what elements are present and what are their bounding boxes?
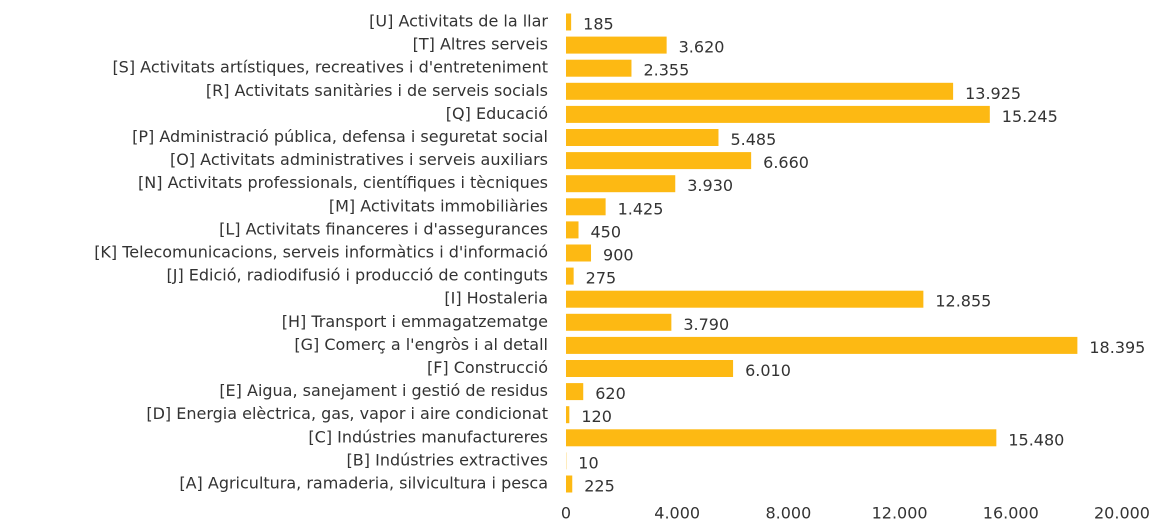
- bar: [566, 406, 570, 424]
- data-label: 1.425: [618, 199, 664, 218]
- bar: [566, 152, 752, 170]
- data-label: 3.930: [687, 176, 733, 195]
- data-label: 18.395: [1089, 338, 1145, 357]
- y-tick-label: [G] Comerç a l'engròs i al detall: [294, 335, 548, 354]
- data-label: 15.480: [1008, 430, 1064, 449]
- x-tick-label: 8.000: [765, 504, 811, 523]
- bar: [566, 198, 606, 216]
- y-tick-label: [D] Energia elèctrica, gas, vapor i aire…: [146, 404, 548, 423]
- data-label: 6.660: [763, 153, 809, 172]
- data-label: 6.010: [745, 361, 791, 380]
- x-tick-label: 20.000: [1094, 504, 1150, 523]
- data-label: 3.790: [683, 315, 729, 334]
- y-tick-label: [L] Activitats financeres i d'asseguranc…: [219, 219, 548, 238]
- y-tick-label: [A] Agricultura, ramaderia, silvicultura…: [179, 474, 548, 493]
- bar: [566, 336, 1078, 354]
- data-label: 3.620: [679, 38, 725, 57]
- y-tick-label: [P] Administració pública, defensa i seg…: [132, 127, 548, 146]
- data-label: 2.355: [643, 61, 689, 80]
- y-tick-label: [J] Edició, radiodifusió i producció de …: [167, 266, 549, 285]
- bar: [566, 36, 667, 54]
- bar: [566, 221, 579, 239]
- data-label: 185: [583, 15, 614, 34]
- bar: [566, 267, 574, 285]
- bar: [566, 475, 573, 493]
- y-tick-label: [F] Construcció: [427, 358, 548, 377]
- data-label: 450: [591, 222, 622, 241]
- data-label: 120: [581, 407, 612, 426]
- data-label: 225: [584, 477, 615, 496]
- y-tick-label: [B] Indústries extractives: [347, 450, 548, 469]
- y-tick-label: [N] Activitats professionals, científiqu…: [138, 173, 548, 192]
- data-label: 275: [586, 269, 617, 288]
- data-label: 12.855: [935, 292, 991, 311]
- y-tick-label: [Q] Educació: [446, 104, 548, 123]
- data-label: 15.245: [1002, 107, 1058, 126]
- y-tick-label: [E] Aigua, sanejament i gestió de residu…: [219, 381, 548, 400]
- bar: [566, 383, 584, 401]
- bar: [566, 105, 990, 123]
- data-label: 620: [595, 384, 626, 403]
- x-tick-label: 12.000: [872, 504, 928, 523]
- data-label: 5.485: [730, 130, 776, 149]
- y-tick-label: [M] Activitats immobiliàries: [329, 196, 548, 215]
- data-label: 13.925: [965, 84, 1021, 103]
- bar: [566, 313, 672, 331]
- bar: [566, 59, 632, 77]
- bar: [566, 429, 997, 447]
- bar: [566, 129, 719, 146]
- y-tick-label: [R] Activitats sanitàries i de serveis s…: [206, 81, 548, 100]
- bar: [566, 244, 592, 262]
- y-tick-label: [K] Telecomunicacions, serveis informàti…: [94, 243, 548, 262]
- bar: [566, 360, 734, 377]
- bar: [566, 82, 954, 100]
- y-tick-label: [H] Transport i emmagatzematge: [282, 312, 548, 331]
- y-tick-label: [O] Activitats administratives i serveis…: [170, 150, 548, 169]
- bar: [566, 13, 572, 31]
- bar: [566, 290, 924, 308]
- y-tick-label: [C] Indústries manufactureres: [308, 427, 548, 446]
- x-tick-label: 16.000: [983, 504, 1039, 523]
- data-label: 900: [603, 246, 634, 265]
- x-tick-label: 4.000: [654, 504, 700, 523]
- data-label: 10: [578, 453, 598, 472]
- x-tick-label: 0: [561, 504, 571, 523]
- bar: [566, 175, 676, 193]
- y-tick-label: [U] Activitats de la llar: [369, 12, 548, 31]
- y-tick-label: [S] Activitats artístiques, recreatives …: [112, 58, 548, 77]
- y-tick-label: [T] Altres serveis: [413, 35, 548, 54]
- y-tick-label: [I] Hostaleria: [444, 289, 548, 308]
